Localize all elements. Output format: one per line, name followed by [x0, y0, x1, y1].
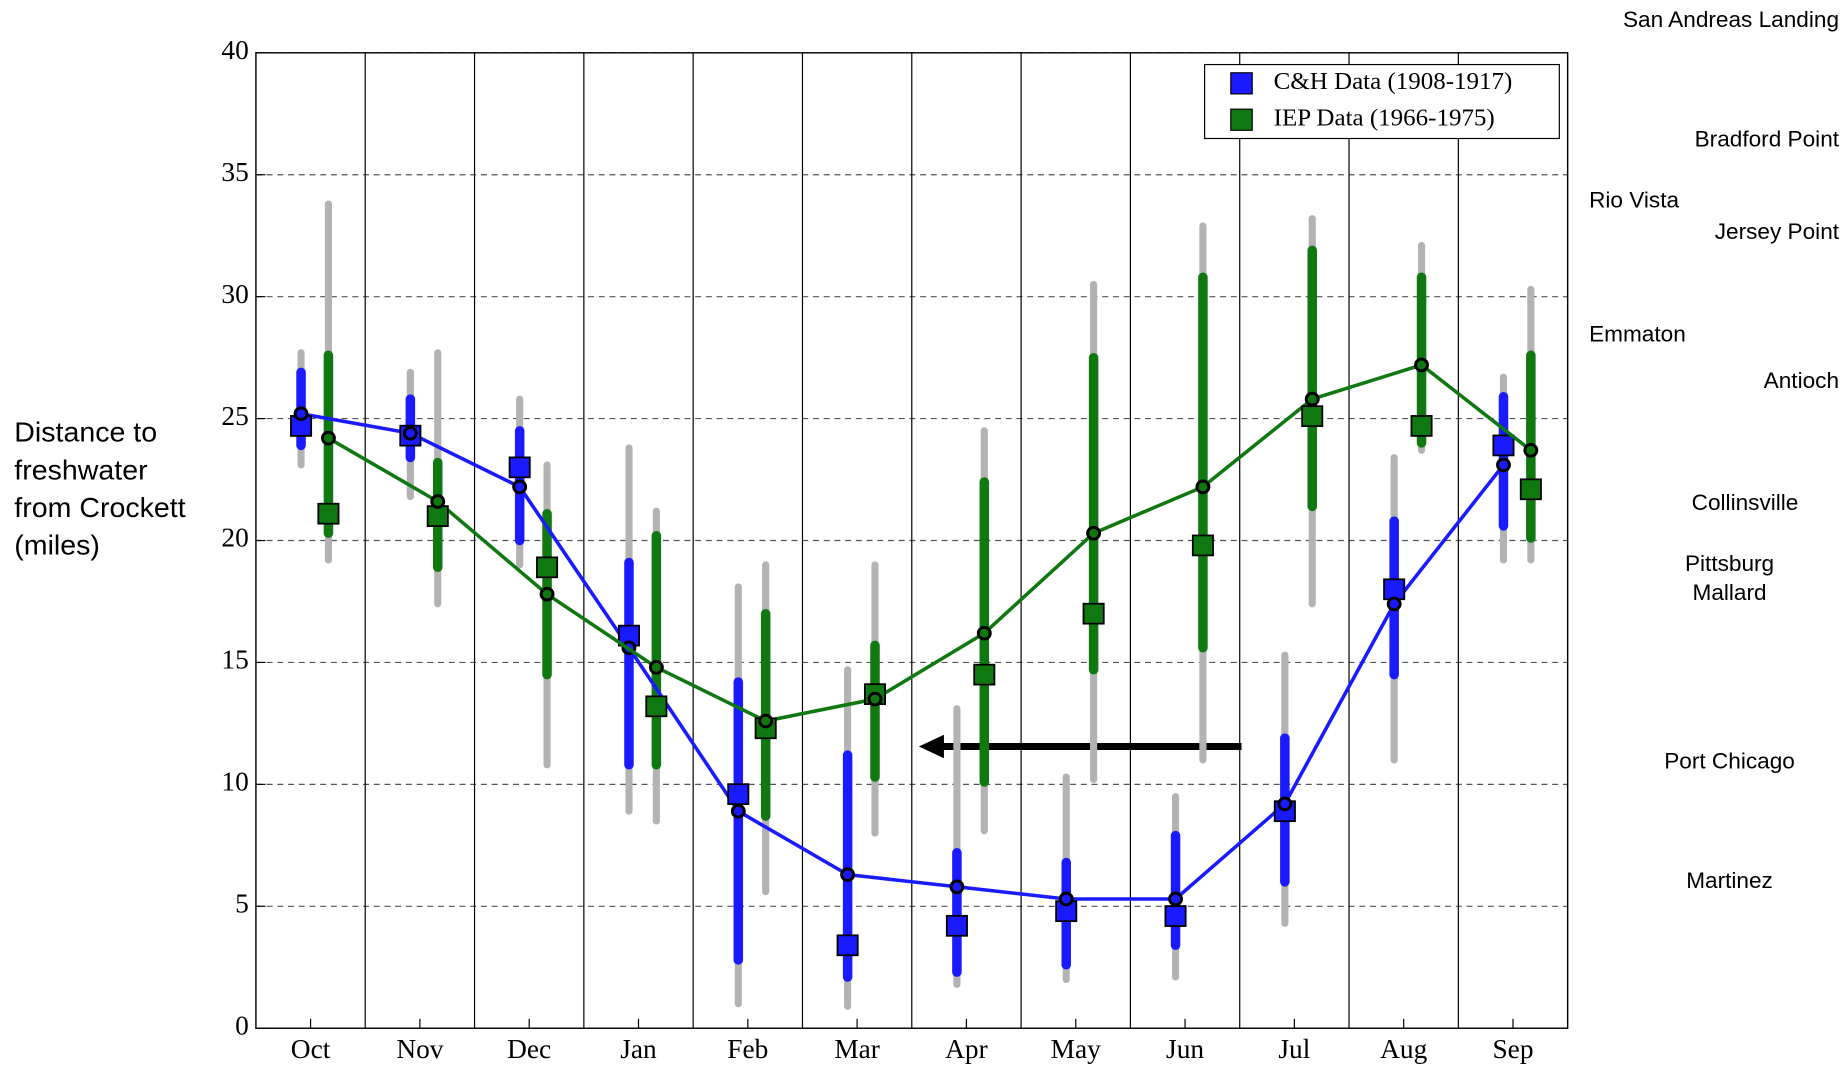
median-marker: [645, 695, 668, 718]
median-marker: [1164, 905, 1187, 927]
y-tick-label: 25: [221, 401, 248, 431]
y-tick-label: 20: [221, 523, 248, 553]
mean-line: [327, 362, 1532, 723]
median-marker: [1301, 405, 1324, 428]
x-tick-label: Feb: [727, 1034, 768, 1064]
median-marker: [1492, 434, 1515, 457]
median-marker: [1191, 534, 1214, 557]
median-marker: [1383, 578, 1406, 601]
station-label: Pittsburg: [1685, 551, 1774, 576]
median-marker: [1082, 602, 1105, 625]
median-marker: [727, 783, 750, 805]
mean-marker: [320, 430, 336, 446]
mean-marker: [1414, 357, 1429, 373]
y-tick-label: 0: [235, 1011, 249, 1041]
mean-marker: [1058, 891, 1074, 907]
median-marker: [836, 934, 859, 957]
mean-marker: [840, 867, 856, 882]
mean-marker: [1386, 596, 1402, 612]
mean-marker: [1496, 457, 1511, 473]
station-label: Mallard: [1692, 580, 1766, 605]
mean-marker: [402, 425, 418, 441]
station-label: Collinsville: [1692, 490, 1799, 515]
legend-label: C&H Data (1908-1917): [1274, 68, 1513, 95]
mean-marker: [539, 586, 555, 602]
legend-swatch: [1230, 108, 1253, 131]
arrow-head: [918, 734, 944, 759]
y-tick-label: 10: [221, 767, 248, 797]
x-tick-label: Dec: [507, 1034, 551, 1064]
mean-marker: [512, 479, 528, 495]
legend-box: [1204, 63, 1560, 140]
x-tick-label: Sep: [1492, 1034, 1533, 1064]
y-tick-label: 5: [235, 889, 249, 919]
median-marker: [973, 663, 996, 686]
mean-marker: [758, 713, 774, 729]
station-label: Jersey Point: [1715, 219, 1840, 244]
x-tick-label: Jul: [1278, 1034, 1310, 1064]
station-label: Port Chicago: [1664, 748, 1795, 773]
legend-swatch: [1230, 72, 1253, 95]
y-tick-label: 40: [221, 35, 248, 65]
mean-marker: [730, 803, 746, 819]
y-tick-label: 15: [221, 645, 248, 675]
mean-marker: [1086, 525, 1102, 541]
median-marker: [1410, 415, 1433, 437]
mean-marker: [293, 406, 309, 422]
plot-frame: [255, 52, 1569, 1029]
median-marker: [317, 502, 340, 525]
x-tick-label: Nov: [396, 1034, 444, 1064]
x-tick-label: Mar: [834, 1034, 880, 1064]
y-tick-label: 35: [221, 157, 248, 187]
mean-marker: [1304, 391, 1320, 407]
mean-marker: [976, 625, 992, 641]
mean-marker: [1195, 479, 1211, 495]
station-label: Martinez: [1686, 868, 1773, 893]
median-marker: [1519, 478, 1542, 501]
median-marker: [536, 556, 559, 579]
x-tick-label: May: [1051, 1034, 1102, 1064]
mean-marker: [949, 879, 965, 895]
station-label: Emmaton: [1589, 322, 1686, 347]
mean-marker: [430, 494, 446, 509]
y-tick-label: 30: [221, 279, 248, 309]
x-tick-label: Jun: [1166, 1034, 1204, 1064]
mean-line: [300, 411, 1505, 901]
x-tick-label: Jan: [620, 1034, 657, 1064]
y-axis-label: freshwater: [14, 454, 147, 486]
station-label: Bradford Point: [1695, 127, 1840, 152]
mean-marker: [1168, 891, 1183, 907]
y-axis-label: from Crockett: [14, 492, 185, 524]
mean-marker: [867, 691, 883, 707]
median-marker: [508, 456, 531, 479]
mean-marker: [1277, 796, 1293, 812]
median-marker: [426, 505, 449, 527]
x-tick-label: Oct: [291, 1034, 331, 1064]
median-marker: [945, 914, 968, 937]
y-axis-label: (miles): [14, 530, 100, 562]
y-axis-label: Distance to: [14, 417, 157, 449]
station-label: Rio Vista: [1589, 188, 1680, 213]
mean-marker: [648, 659, 664, 675]
station-label: San Andreas Landing: [1623, 7, 1839, 32]
mean-marker: [1523, 442, 1539, 458]
legend-label: IEP Data (1966-1975): [1274, 105, 1495, 132]
x-tick-label: Apr: [945, 1034, 988, 1064]
station-label: Antioch: [1764, 368, 1839, 393]
x-tick-label: Aug: [1380, 1034, 1428, 1064]
